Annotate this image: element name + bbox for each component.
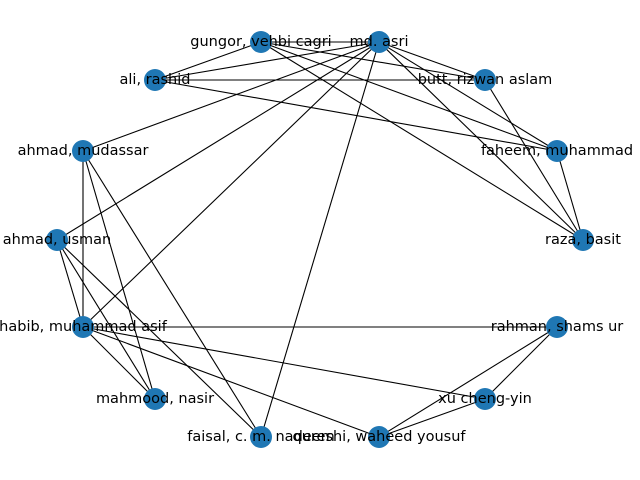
edge-gungor-faheem	[260, 41, 558, 152]
edge-habib-qureshi	[82, 326, 380, 438]
edge-ali-faheem	[154, 79, 558, 152]
node-label-faheem: faheem, muhammad	[481, 143, 633, 159]
node-faheem	[546, 140, 568, 162]
edge-rahman-qureshi	[378, 326, 558, 438]
node-label-asri: md. asri	[350, 34, 409, 50]
node-label-qureshi: qureshi, waheed yousuf	[292, 429, 466, 445]
edge-gungor-raza	[260, 41, 584, 241]
node-label-xu: xu cheng-yin	[438, 391, 532, 407]
node-label-habib: habib, muhammad asif	[0, 319, 168, 335]
edge-habib-mahmood	[82, 326, 156, 400]
node-mahmood	[144, 388, 166, 410]
edge-faheem-raza	[556, 150, 584, 241]
node-asri	[368, 31, 390, 53]
edge-asri-ali	[154, 41, 380, 81]
node-qureshi	[368, 426, 390, 448]
node-label-gungor: gungor, vehbi cagri	[190, 34, 331, 50]
graph-labels: gungor, vehbi cagri md. asri ali, rashid bu…	[0, 34, 633, 445]
edge-asri-raza	[378, 41, 584, 241]
edge-usman-mahmood	[56, 239, 156, 400]
edge-asri-mudassar	[82, 41, 380, 152]
edge-habib-xu	[82, 326, 486, 400]
node-usman	[46, 229, 68, 251]
edge-usman-faisal	[56, 239, 262, 438]
node-label-butt: butt, rizwan aslam	[418, 72, 553, 88]
edge-usman-habib	[56, 239, 84, 328]
node-label-rahman: rahman, shams ur	[491, 319, 624, 335]
edge-asri-butt	[378, 41, 486, 81]
edge-butt-raza	[484, 79, 584, 241]
node-mudassar	[72, 140, 94, 162]
node-butt	[474, 69, 496, 91]
edge-asri-usman	[56, 41, 380, 241]
node-label-ali: ali, rashid	[120, 72, 191, 88]
node-label-usman: ahmad, usman	[3, 232, 111, 248]
edge-rahman-xu	[484, 326, 558, 400]
graph-nodes	[46, 31, 594, 448]
edge-asri-faheem	[378, 41, 558, 152]
edge-gungor-ali	[154, 41, 262, 81]
edge-asri-habib	[82, 41, 380, 328]
graph-edges	[56, 41, 584, 438]
node-faisal	[250, 426, 272, 448]
node-xu	[474, 388, 496, 410]
edge-mudassar-faisal	[82, 150, 262, 438]
edge-mudassar-mahmood	[82, 150, 156, 400]
node-rahman	[546, 316, 568, 338]
node-label-mahmood: mahmood, nasir	[96, 391, 214, 407]
node-habib	[72, 316, 94, 338]
node-ali	[144, 69, 166, 91]
node-label-raza: raza, basit	[545, 232, 621, 248]
node-label-mudassar: ahmad, mudassar	[18, 143, 149, 159]
node-label-faisal: faisal, c. m. nadeem	[187, 429, 335, 445]
node-gungor	[250, 31, 272, 53]
node-raza	[572, 229, 594, 251]
edge-asri-faisal	[260, 41, 380, 438]
edge-xu-qureshi	[378, 398, 486, 438]
